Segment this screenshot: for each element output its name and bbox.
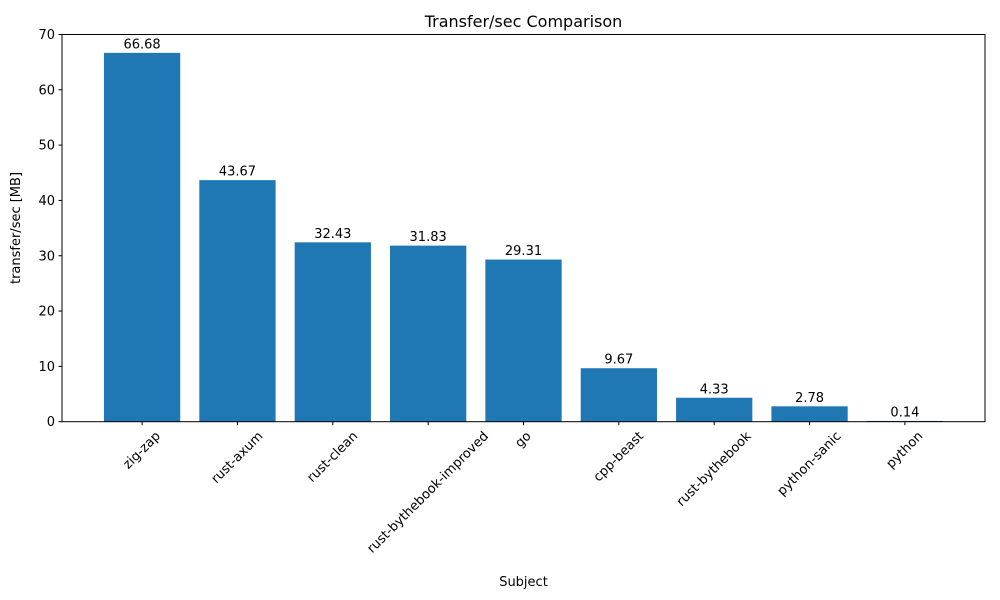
bar-rust-bythebook <box>676 397 753 422</box>
bar-python-sanic <box>771 406 848 422</box>
y-tick-label: 70 <box>38 28 55 43</box>
bar-value-label: 2.78 <box>795 391 824 406</box>
x-tick-label: go <box>512 429 534 451</box>
bar-rust-bythebook-improved <box>390 245 467 422</box>
bar-go <box>485 259 562 422</box>
y-tick-label: 20 <box>38 305 55 320</box>
bar-cpp-beast <box>580 368 657 422</box>
x-tick-label: rust-clean <box>305 429 362 486</box>
y-tick-label: 50 <box>38 139 55 154</box>
plot-border <box>61 34 986 423</box>
y-tick-label: 10 <box>38 360 55 375</box>
y-tick-label: 0 <box>47 415 55 430</box>
y-axis-title: transfer/sec [MB] <box>9 172 24 284</box>
x-tick-label: python <box>884 429 927 472</box>
bar-value-label: 32.43 <box>314 227 351 242</box>
bar-rust-axum <box>199 180 276 422</box>
chart-title: Transfer/sec Comparison <box>424 12 623 31</box>
bar-value-label: 0.14 <box>890 405 919 420</box>
x-axis-title: Subject <box>499 575 548 590</box>
x-tick-label: cpp-beast <box>591 429 647 485</box>
x-tick-label: python-sanic <box>775 429 845 499</box>
bar-value-label: 66.68 <box>123 37 160 52</box>
bar-value-label: 29.31 <box>505 244 542 259</box>
plot-area: 66.68 zig-zap 43.67 rust-axum 32.43 rust-clea… <box>38 28 986 556</box>
y-tick-label: 60 <box>38 83 55 98</box>
bar-value-label: 9.67 <box>604 353 633 368</box>
x-tick-label: zig-zap <box>120 429 163 472</box>
bar-value-label: 4.33 <box>700 382 729 397</box>
x-tick-label: rust-bythebook <box>674 429 755 510</box>
bar-value-label: 43.67 <box>219 165 256 180</box>
x-tick-label: rust-axum <box>209 429 267 487</box>
y-tick-label: 40 <box>38 194 55 209</box>
x-tick-label: rust-bythebook-improved <box>364 429 491 556</box>
y-tick-label: 30 <box>38 249 55 264</box>
bar-zig-zap <box>103 52 181 422</box>
bar-rust-clean <box>294 242 371 422</box>
bar-value-label: 31.83 <box>410 230 447 245</box>
